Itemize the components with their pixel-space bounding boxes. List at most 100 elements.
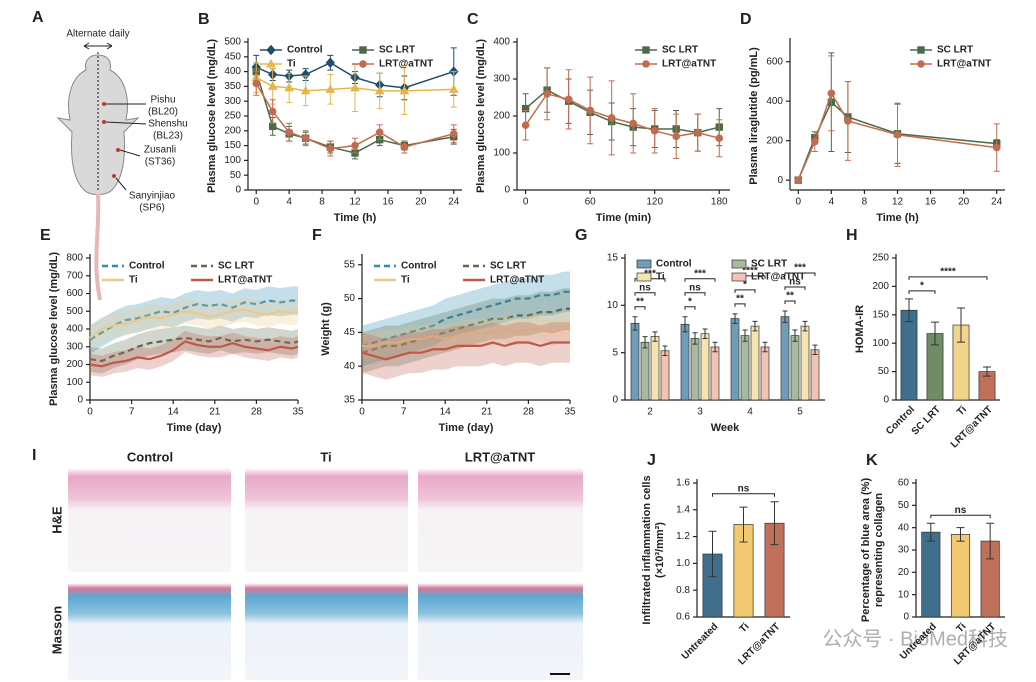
panel-label: D — [740, 11, 752, 28]
y-tick-label: 40 — [344, 361, 356, 372]
legend-label: SC LRT — [662, 45, 698, 56]
y-axis-label: (×10³/mm²) — [654, 522, 666, 578]
column-header: Ti — [320, 449, 331, 464]
y-tick-label: 400 — [66, 324, 83, 335]
error-bar — [739, 506, 748, 543]
significance-bracket — [784, 272, 816, 277]
x-tick-label: 0 — [359, 407, 365, 418]
marker — [521, 121, 530, 130]
y-tick-label: 5 — [612, 347, 618, 358]
y-tick-label: 500 — [224, 37, 241, 48]
acupoint-name: Sanyinjiao — [129, 191, 176, 202]
y-tick-label: 700 — [66, 270, 83, 281]
bar — [750, 325, 760, 401]
y-tick-label: 0 — [777, 175, 783, 186]
x-tick-label: 0 — [795, 197, 801, 208]
marker — [693, 128, 702, 137]
legend-swatch — [636, 272, 652, 282]
marker — [607, 114, 616, 122]
marker — [586, 106, 594, 115]
legend-label: Ti — [656, 272, 665, 283]
y-tick-label: 0 — [504, 185, 510, 196]
x-tick-label: 7 — [401, 407, 407, 418]
y-tick-label: 0 — [903, 612, 909, 623]
significance-label: *** — [694, 268, 706, 279]
legend-label: Control — [287, 45, 323, 56]
legend-label: LRT@aTNT — [379, 59, 433, 70]
y-tick-label: 35 — [344, 395, 356, 406]
row-header: H&E — [49, 506, 64, 534]
error-bar — [642, 336, 648, 349]
acupoint-code: (BL20) — [148, 107, 178, 118]
series-line — [361, 341, 570, 361]
legend-marker — [642, 60, 650, 68]
arrow — [83, 42, 113, 50]
x-axis-label: Time (h) — [334, 212, 377, 224]
marker — [650, 127, 659, 135]
y-tick-label: 20 — [898, 567, 910, 578]
acupoint-name: Zusanli — [144, 145, 176, 156]
legend-marker — [917, 60, 925, 68]
error-bar — [986, 522, 995, 560]
column-header: Control — [127, 449, 173, 464]
y-tick-label: 250 — [872, 253, 889, 264]
error-bar — [632, 316, 638, 331]
x-tick-label: 12 — [892, 197, 904, 208]
x-tick-label: 16 — [382, 197, 394, 208]
bar — [921, 531, 941, 618]
y-tick-label: 0 — [883, 395, 889, 406]
y-tick-label: 1.4 — [676, 504, 690, 515]
panel-label: E — [40, 227, 51, 244]
legend-swatch — [731, 272, 747, 282]
panel-label: A — [32, 9, 44, 26]
legend-label: Ti — [401, 275, 410, 286]
y-tick-label: 1.0 — [676, 558, 690, 569]
significance-bracket — [930, 514, 991, 519]
y-tick-label: 300 — [66, 341, 83, 352]
y-tick-label: 100 — [224, 155, 241, 166]
error-bar — [762, 341, 768, 353]
marker — [268, 107, 277, 116]
panel-label: B — [198, 11, 210, 28]
micrograph — [68, 578, 231, 680]
error-bar — [662, 345, 668, 357]
y-tick-label: 0 — [77, 395, 83, 406]
significance-bracket — [684, 278, 716, 282]
legend-label: LRT@aTNT — [937, 59, 991, 70]
significance-label: ** — [786, 291, 794, 302]
bar — [900, 309, 918, 401]
significance-label: *** — [794, 263, 806, 274]
y-tick-label: 15 — [607, 253, 619, 264]
y-tick-label: 50 — [878, 366, 890, 377]
y-axis-label: representing collagen — [873, 493, 885, 608]
y-tick-label: 0 — [235, 185, 241, 196]
acupoint-code: (ST36) — [145, 157, 176, 168]
bar — [810, 349, 820, 401]
x-tick-label: SC LRT — [910, 404, 943, 437]
error-bar — [702, 328, 708, 339]
bar — [780, 316, 790, 401]
marker — [715, 134, 724, 142]
x-tick-label: 120 — [646, 197, 663, 208]
error-band — [362, 322, 570, 380]
y-axis-label: Weight (g) — [320, 302, 332, 356]
marker — [672, 132, 681, 141]
marker — [543, 90, 551, 98]
y-tick-label: 45 — [344, 327, 356, 338]
significance-label: * — [688, 296, 692, 307]
marker — [350, 82, 360, 92]
x-tick-label: 20 — [958, 197, 970, 208]
legend-marker — [266, 58, 276, 68]
y-tick-label: 450 — [224, 51, 241, 62]
significance-bracket — [734, 289, 756, 293]
x-tick-label: 20 — [415, 197, 427, 208]
error-bar — [692, 332, 698, 345]
significance-label: ns — [639, 282, 651, 293]
error-bar — [752, 320, 758, 332]
bar — [740, 335, 750, 401]
x-tick-label: 35 — [564, 407, 576, 418]
bar — [730, 318, 740, 401]
y-tick-label: 350 — [224, 81, 241, 92]
legend-marker — [642, 46, 650, 54]
